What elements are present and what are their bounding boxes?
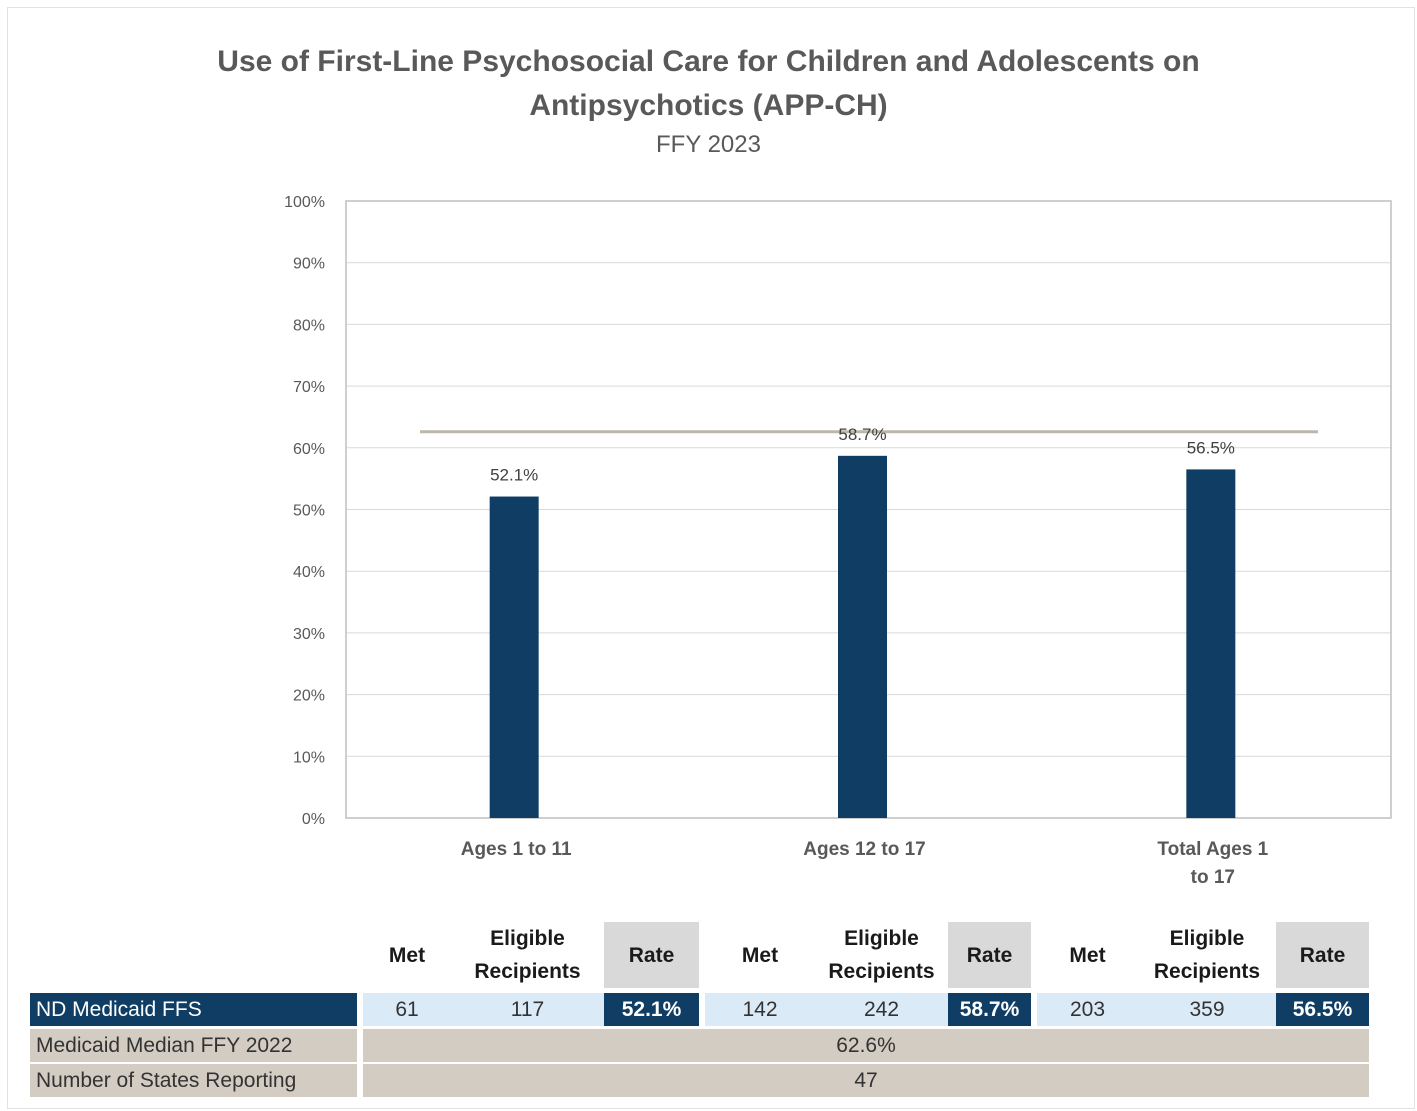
median-value: 62.6% (363, 1029, 1369, 1062)
y-tick-label: 30% (293, 626, 325, 643)
cell-met-1: 61 (363, 993, 451, 1026)
x-category-label: Ages 1 to 11 (461, 839, 572, 860)
states-value: 47 (363, 1064, 1369, 1097)
bar-data-label: 52.1% (490, 466, 538, 485)
row-label-nd-medicaid: ND Medicaid FFS (30, 993, 357, 1026)
row-label-states: Number of States Reporting (30, 1064, 357, 1097)
chart-title-line-2: Antipsychotics (APP-CH) (529, 89, 888, 122)
cell-rate-1: 52.1% (604, 993, 699, 1026)
header-eligible-3: Eligible Recipients (1138, 922, 1276, 988)
header-eligible-2: Eligible Recipients (815, 922, 948, 988)
header-met-2: Met (705, 922, 815, 988)
chart-title: Use of First-Line Psychosocial Care for … (0, 40, 1417, 128)
y-tick-label: 80% (293, 317, 325, 334)
cell-met-3: 203 (1037, 993, 1138, 1026)
bar-data-label: 58.7% (838, 425, 886, 444)
x-category-label: to 17 (1191, 867, 1235, 888)
header-met-3: Met (1037, 922, 1138, 988)
bar-chart: 0% 10% 20% 30% 40% 50% 60% 70% 80% 90% 100% Ages 1 … (284, 194, 1392, 888)
y-tick-label: 40% (293, 564, 325, 581)
header-eligible-1: Eligible Recipients (451, 922, 604, 988)
cell-eligible-2: 242 (815, 993, 948, 1026)
header-rate-2: Rate (948, 922, 1031, 988)
y-tick-label: 10% (293, 749, 325, 766)
bar (1186, 469, 1236, 818)
cell-met-2: 142 (705, 993, 815, 1026)
chart-title-line-1: Use of First-Line Psychosocial Care for … (217, 45, 1200, 78)
y-tick-label: 0% (302, 811, 325, 828)
chart-frame (7, 7, 1415, 1109)
header-rate-1: Rate (604, 922, 699, 988)
cell-rate-3: 56.5% (1276, 993, 1369, 1026)
header-met-1: Met (363, 922, 451, 988)
y-tick-label: 20% (293, 688, 325, 705)
y-tick-label: 100% (284, 194, 325, 211)
y-tick-label: 50% (293, 503, 325, 520)
y-tick-label: 90% (293, 256, 325, 273)
bar (838, 455, 887, 818)
y-tick-label: 60% (293, 441, 325, 458)
x-category-label: Total Ages 1 (1157, 839, 1268, 860)
chart-subtitle: FFY 2023 (656, 131, 761, 158)
x-category-label: Ages 12 to 17 (803, 839, 926, 860)
header-rate-3: Rate (1276, 922, 1369, 988)
y-tick-label: 70% (293, 379, 325, 396)
cell-eligible-3: 359 (1138, 993, 1276, 1026)
cell-rate-2: 58.7% (948, 993, 1031, 1026)
row-label-median: Medicaid Median FFY 2022 (30, 1029, 357, 1062)
bar-data-label: 56.5% (1187, 438, 1235, 457)
cell-eligible-1: 117 (451, 993, 604, 1026)
bar (489, 496, 539, 818)
